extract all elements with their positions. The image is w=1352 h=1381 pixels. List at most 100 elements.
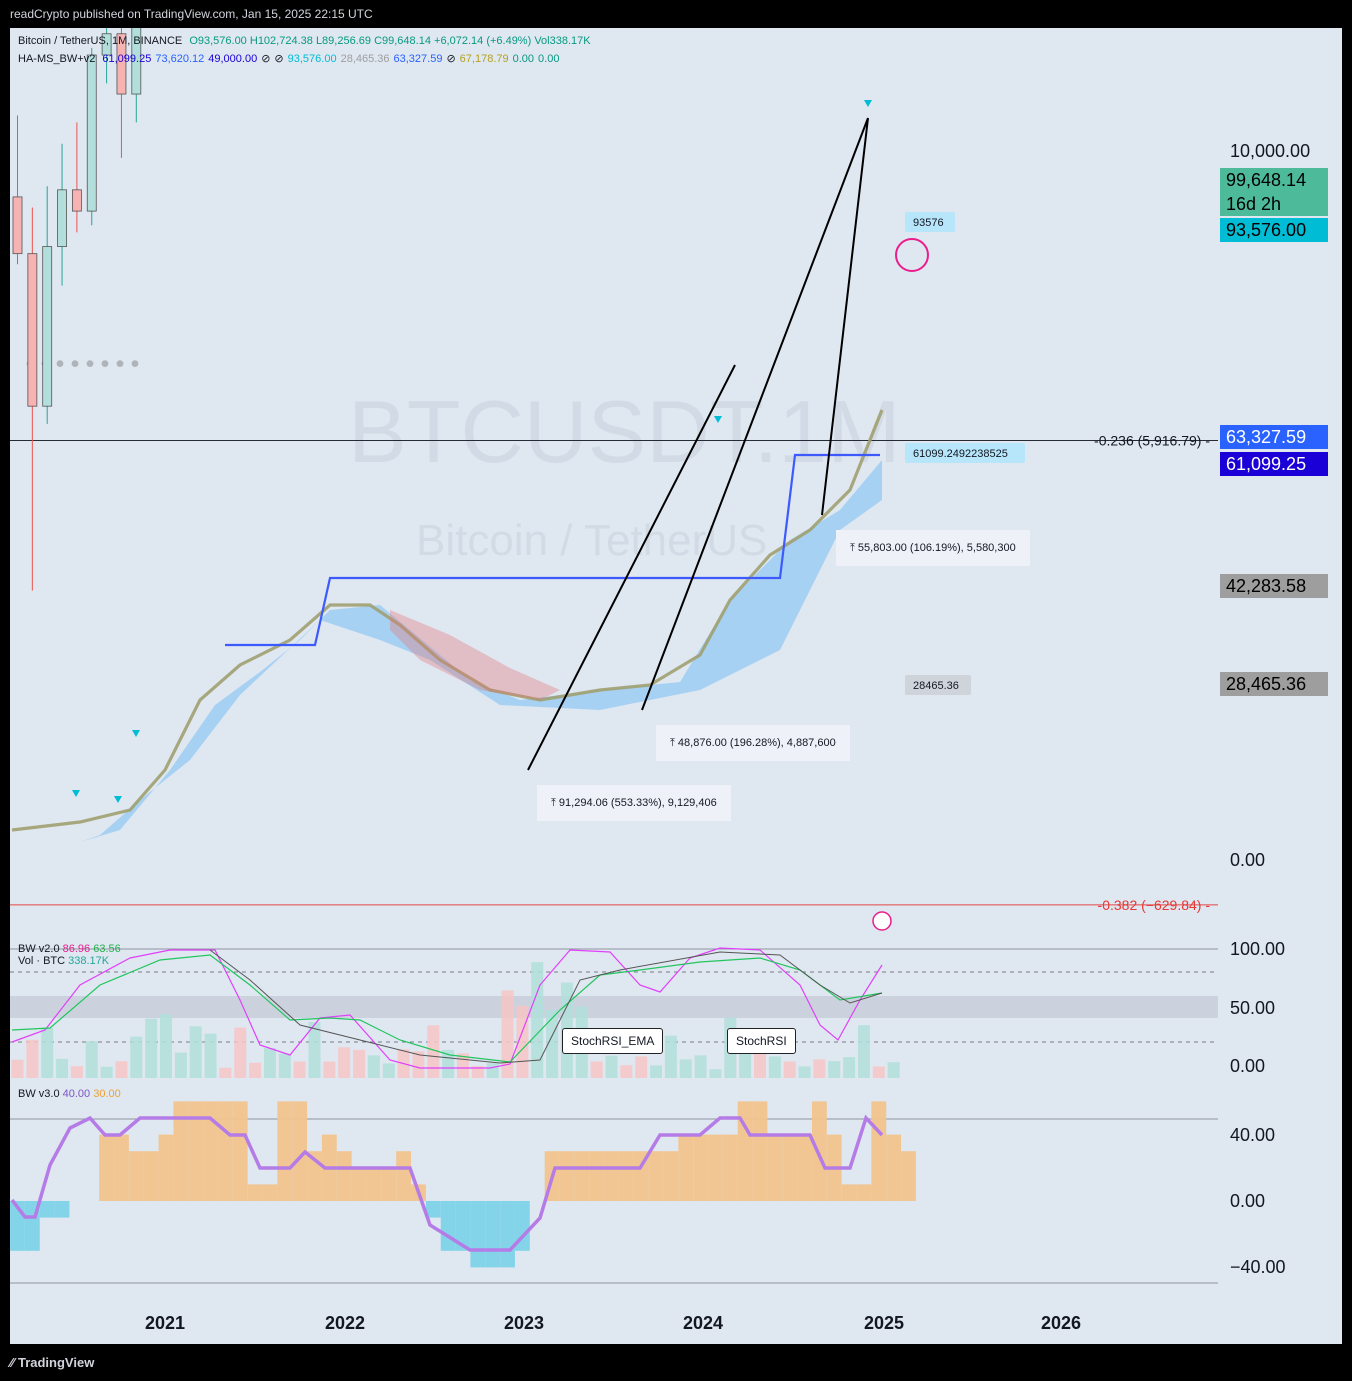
publisher-bar: readCrypto published on TradingView.com,… [0,0,1352,28]
price-badge[interactable]: 99,648.14 16d 2h [1220,168,1328,216]
volume-bar [709,1069,722,1078]
indicator-value: 49,000.00 [208,53,258,65]
pane3-axis-label: −40.00 [1230,1257,1286,1277]
price-badge-value: 93,576.00 [1226,220,1307,240]
volume-bar [234,1027,247,1078]
fib-label: -0.382 (−629.84) - [1098,897,1211,913]
callout-stochrsi: StochRSI [727,1028,796,1054]
bw3-bar [128,1151,144,1201]
indicator-name[interactable]: HA-MS_BW+v2 [18,53,96,65]
volume-bar [768,1056,781,1078]
volume-bar [694,1055,707,1078]
indicator-value: ⊘ [446,53,456,65]
pane2-bw-name[interactable]: BW v2.0 [18,943,60,955]
volume-bar [26,1039,39,1078]
volume-bar [427,1025,440,1078]
pane3-axis-label: 40.00 [1230,1125,1275,1145]
indicator-value: 0.00 [512,53,535,65]
measure-note-2[interactable]: ⤒ 48,876.00 (196.28%), 4,887,600 [656,725,850,761]
price-badge[interactable]: 63,327.59 [1220,425,1328,449]
pane2-axis-label: 50.00 [1230,998,1275,1018]
footer-bar: ⁄⁄ TradingView [0,1344,1352,1381]
volume-bar [278,1053,291,1078]
volume-bar [56,1058,69,1078]
watermark-ticker: BTCUSDT.1M [348,382,901,481]
symbol-legend[interactable]: Bitcoin / TetherUS, 1M, BINANCE O93,576.… [18,35,591,47]
support-dot [116,360,124,368]
bw3-bar [143,1151,159,1201]
volume-bar [308,1022,321,1078]
measure-note-1[interactable]: ⤒ 55,803.00 (106.19%), 5,580,300 [836,530,1030,566]
ohlc-close: C99,648.14 [374,35,431,47]
bw3-bar [39,1201,55,1218]
price-badge[interactable]: 28,465.36 [1220,672,1328,696]
bw3-bar [722,1134,738,1201]
indicator-legend[interactable]: HA-MS_BW+v2 61,099.25 73,620.12 49,000.00 ⊘… [18,52,559,65]
bw3-bar [559,1151,575,1201]
volume-bar [887,1062,900,1078]
volume-bar [635,1056,648,1078]
volume-bar [754,1052,766,1078]
volume-bar [412,1051,425,1078]
time-axis-label: 2025 [864,1313,904,1333]
bw3-bar [812,1101,827,1201]
volume-bar [650,1065,663,1078]
bw3-bar [648,1151,664,1201]
bw3-bar [114,1134,129,1201]
price-badge[interactable]: 61,099.25 [1220,452,1328,476]
volume-bar [115,1061,128,1078]
volume-bar [41,1027,54,1078]
price-badge-value: 99,648.14 [1226,170,1307,190]
volume-bar [249,1062,262,1078]
pane3-legend[interactable]: BW v3.0 40.00 30.00 [18,1088,121,1100]
bw3-bar [247,1184,263,1201]
tag-93576: 93576 [913,217,944,229]
callout-stochrsi-ema: StochRSI_EMA [562,1028,664,1054]
bw3-bar [396,1151,411,1201]
support-dot [131,360,139,368]
price-badge[interactable]: 93,576.00 [1220,218,1328,242]
support-dot [86,360,94,368]
signal-marker [714,416,722,423]
bw3-bar [440,1201,456,1251]
volume-bar [620,1065,633,1078]
pane2-vol-name[interactable]: Vol · BTC [18,955,66,967]
bw3-bar [678,1134,694,1201]
tradingview-logo[interactable]: ⁄⁄ TradingView [10,1355,95,1370]
volume-bar [263,1048,276,1078]
candle-body [27,253,38,407]
pane3-name[interactable]: BW v3.0 [18,1088,60,1100]
volume-bar [382,1063,395,1078]
volume-bar [11,1059,24,1078]
indicator-value: 61,099.25 [102,53,152,65]
price-badge-value: 42,283.58 [1226,576,1307,596]
volume-bar [664,1035,677,1078]
stochrsi-ema-line [11,954,883,1063]
candle-body [12,196,23,255]
candle-body [57,189,67,247]
bw3-bar [158,1134,174,1201]
ohlc-high: H102,724.38 [249,35,313,47]
volume-bar [843,1057,856,1078]
tag-93576-bg [905,212,955,232]
bw3-bar [277,1101,293,1201]
volume-bar [367,1055,380,1078]
indicator-value: ⊘ [261,53,271,65]
measure-note-3[interactable]: ⤒ 91,294.06 (553.33%), 9,129,406 [537,785,731,821]
volume-bar [739,1050,752,1078]
bw3-bar [425,1201,441,1218]
bw3-bar [336,1151,352,1201]
indicator-value: 67,178.79 [459,53,509,65]
cloud-band [80,460,882,842]
bw3-bar [841,1184,857,1201]
symbol-title[interactable]: Bitcoin / TetherUS, 1M, BINANCE [18,35,183,47]
price-axis-label: 10,000.00 [1230,141,1310,161]
price-badge[interactable]: 42,283.58 [1220,574,1328,598]
pane2-legend[interactable]: BW v2.0 86.96 63.56 Vol · BTC 338.17K [18,943,121,967]
price-badge-countdown: 16d 2h [1226,194,1282,214]
bw3-bar [351,1167,367,1201]
candle-body [42,246,53,407]
bw3-bar [737,1101,753,1201]
time-axis-label: 2022 [325,1313,365,1333]
